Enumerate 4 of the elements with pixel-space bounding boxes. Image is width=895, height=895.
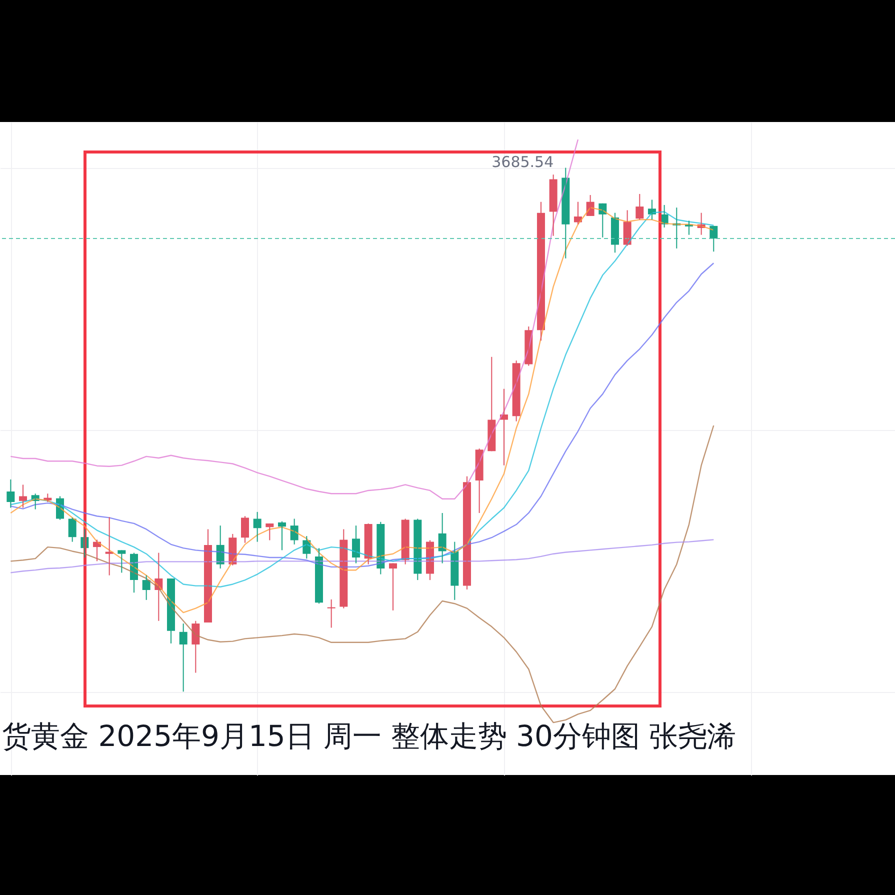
text: 货黄金 2025年9月15日 周一 整体走势 30分钟图 张尧浠 — [2, 719, 736, 753]
candlestick — [19, 484, 28, 508]
annotation: 3685.54 — [492, 152, 554, 171]
candlestick — [118, 550, 126, 574]
